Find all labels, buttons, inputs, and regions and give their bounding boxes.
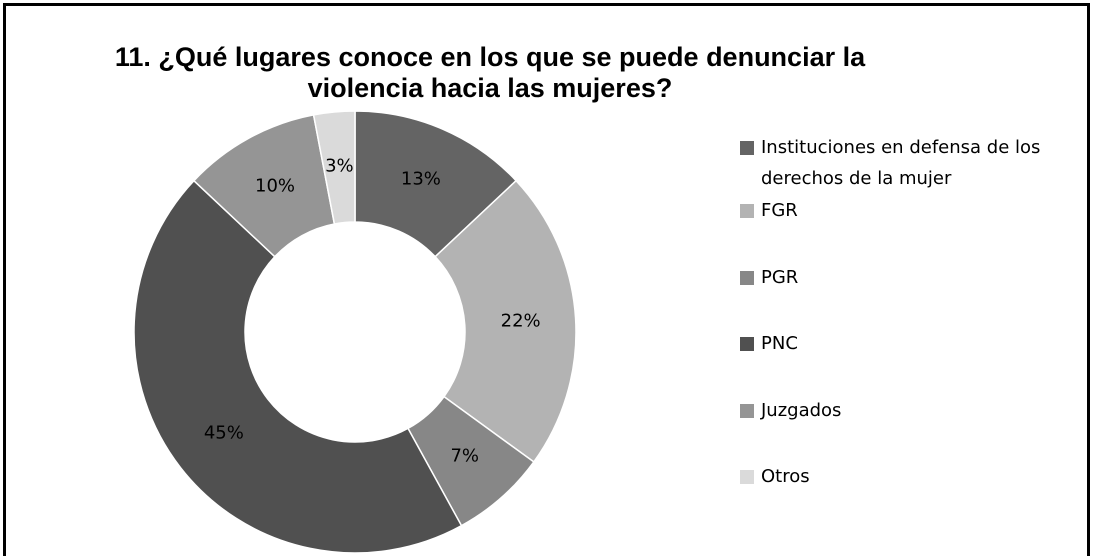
- slice: [312, 110, 356, 225]
- data-label: 10%: [255, 176, 295, 197]
- data-label: 45%: [204, 423, 244, 444]
- legend-label: PGR: [761, 266, 799, 288]
- legend-label: Instituciones en defensa de los derechos…: [761, 137, 1041, 189]
- legend-swatch: [740, 403, 754, 418]
- data-label: 3%: [325, 156, 354, 177]
- legend-item: Otros: [740, 461, 1090, 492]
- slice: [434, 179, 577, 463]
- legend-swatch: [740, 204, 754, 218]
- data-label: 13%: [401, 169, 441, 190]
- slice: [133, 179, 463, 554]
- legend-label: Otros: [761, 466, 810, 487]
- legend-item: PNC: [740, 328, 1090, 359]
- legend-label: PNC: [761, 333, 798, 354]
- legend-item: Juzgados: [740, 395, 1090, 426]
- legend-item: PGR: [740, 262, 1090, 293]
- data-label: 7%: [450, 446, 479, 467]
- legend-swatch: [740, 337, 754, 351]
- legend-swatch: [740, 270, 754, 285]
- chart-title: 11. ¿Qué lugares conoce en los que se pu…: [114, 42, 866, 103]
- legend-item: FGR: [740, 195, 1090, 226]
- data-label: 22%: [501, 311, 541, 332]
- legend-label: FGR: [761, 200, 798, 221]
- legend-swatch: [740, 141, 754, 155]
- legend-label: Juzgados: [761, 399, 842, 421]
- legend-swatch: [740, 470, 754, 484]
- legend-item: Instituciones en defensa de los derechos…: [740, 132, 1090, 194]
- frame: [3, 3, 1090, 556]
